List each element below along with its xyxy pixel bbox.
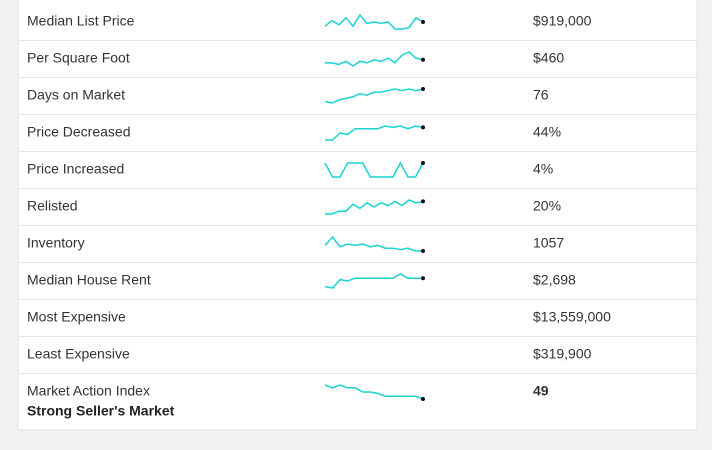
sparkline <box>325 199 424 215</box>
row-value: $919,000 <box>533 13 592 29</box>
row-label: Most Expensive <box>27 309 126 325</box>
sparkline-end-dot <box>421 87 425 91</box>
sparkline-end-dot <box>421 199 425 204</box>
sparkline-end-dot <box>421 249 425 253</box>
sparkline <box>325 51 424 67</box>
sparkline-end-dot <box>421 397 425 401</box>
row-label: Relisted <box>27 198 78 214</box>
card <box>17 0 698 431</box>
sparkline <box>324 235 423 252</box>
sparkline-end-dot <box>421 125 425 130</box>
row-value: 76 <box>533 87 549 103</box>
row-value: 49 <box>533 383 549 399</box>
sparkline <box>324 384 424 400</box>
row-label: Market Action Index <box>27 383 150 399</box>
sparkline-end-dot <box>421 276 425 281</box>
row-value: 1057 <box>533 235 564 251</box>
row-sublabel: Strong Seller's Market <box>27 403 175 419</box>
sparkline <box>324 161 424 178</box>
row-label: Median House Rent <box>27 272 151 288</box>
row-value: 4% <box>533 161 553 177</box>
row-label: Least Expensive <box>27 346 130 362</box>
row-label: Price Decreased <box>27 124 131 140</box>
row-value: 44% <box>533 124 561 140</box>
row-value: $319,900 <box>533 346 592 362</box>
sparkline <box>324 273 423 289</box>
row-label: Per Square Foot <box>27 50 130 66</box>
row-label: Price Increased <box>27 161 124 177</box>
sparkline-end-dot <box>421 161 425 165</box>
row-label: Median List Price <box>27 13 135 29</box>
sparkline <box>324 88 424 104</box>
sparkline-end-dot <box>421 57 425 62</box>
row-label: Inventory <box>27 235 85 251</box>
sparkline <box>324 13 424 30</box>
row-value: $13,559,000 <box>533 309 611 325</box>
sparkline <box>325 125 424 141</box>
row-label: Days on Market <box>27 87 125 103</box>
row-value: 20% <box>533 198 561 214</box>
row-value: $2,698 <box>533 272 576 288</box>
sparkline-end-dot <box>421 20 425 24</box>
row-value: $460 <box>533 50 564 66</box>
